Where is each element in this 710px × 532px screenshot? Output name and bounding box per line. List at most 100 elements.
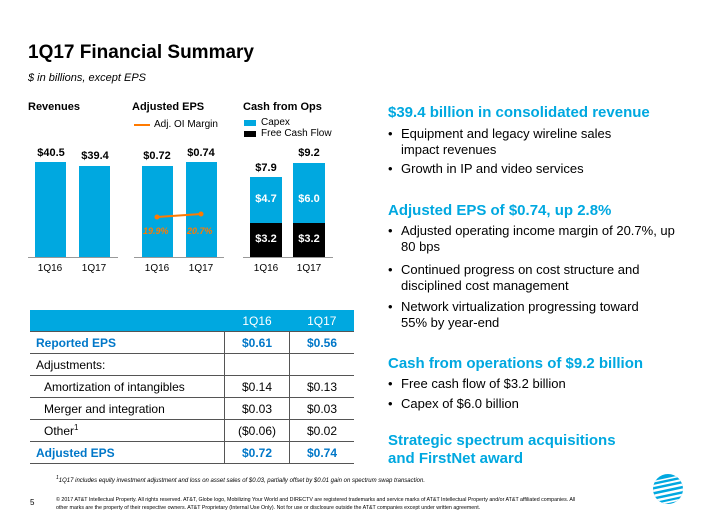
eps-chart-title: Adjusted EPS	[132, 101, 205, 113]
cash-capex-label: $4.7	[255, 193, 277, 205]
bullet-item: • Growth in IP and video services	[388, 161, 688, 177]
revenues-bar-label: $39.4	[81, 150, 109, 162]
table-cell	[289, 353, 354, 376]
bullet-text: Capex of $6.0 billion	[401, 396, 519, 411]
bullet-icon: •	[388, 299, 393, 314]
bullet-icon: •	[388, 376, 393, 391]
revenues-bar-label: $40.5	[37, 147, 65, 159]
table-cell: $0.02	[289, 419, 354, 442]
bullet-text: Free cash flow of $3.2 billion	[401, 376, 566, 391]
table-cell: $0.14	[224, 375, 290, 398]
highlight-heading-spectrum-line2: and FirstNet award	[388, 450, 524, 467]
cash-legend-capex-swatch	[244, 120, 256, 126]
eps-bar	[142, 166, 173, 257]
revenues-axis	[28, 257, 118, 258]
table-row-label: Other	[44, 424, 75, 438]
bullet-item: • Free cash flow of $3.2 billion	[388, 376, 688, 392]
cash-fcf-label: $3.2	[298, 233, 320, 245]
page-subtitle: $ in billions, except EPS	[28, 72, 147, 84]
table-cell: $0.61	[224, 331, 290, 354]
footnote-marker: 1	[74, 423, 79, 432]
table-row-label: Merger and integration	[30, 397, 225, 420]
eps-margin-label: 20.7%	[187, 226, 213, 236]
cash-legend-capex-label: Capex	[261, 117, 290, 128]
revenues-bar	[35, 162, 66, 257]
bullet-text: Equipment and legacy wireline sales impa…	[401, 126, 612, 157]
highlight-heading-cash: Cash from operations of $9.2 billion	[388, 355, 644, 372]
cash-fcf-label: $3.2	[255, 233, 277, 245]
table-header-cell: 1Q17	[289, 310, 354, 332]
footnote: 11Q17 includes equity investment adjustm…	[56, 475, 425, 484]
table-cell: $0.03	[224, 397, 290, 420]
cash-total-label: $9.2	[298, 147, 320, 159]
bullet-icon: •	[388, 161, 393, 176]
cash-x-tick: 1Q17	[296, 263, 322, 274]
cash-legend-fcf-label: Free Cash Flow	[261, 128, 332, 139]
table-header-cell	[30, 310, 225, 332]
eps-reconciliation-table: 1Q16 1Q17 Reported EPS $0.61 $0.56 Adjus…	[30, 310, 354, 464]
table-row: Adjustments:	[30, 353, 354, 376]
eps-margin-line	[154, 211, 204, 220]
eps-x-tick: 1Q17	[188, 263, 214, 274]
bullet-icon: •	[388, 126, 393, 141]
table-row-label: Amortization of intangibles	[30, 375, 225, 398]
bullet-icon: •	[388, 396, 393, 411]
cash-total-label: $7.9	[255, 162, 277, 174]
bullet-item: • Network virtualization progressing towa…	[388, 299, 668, 331]
att-globe-logo-icon	[653, 474, 683, 504]
cash-legend-fcf-swatch	[244, 131, 256, 137]
table-cell: $0.72	[224, 441, 290, 464]
footnote-text: 1Q17 includes equity investment adjustme…	[58, 478, 425, 484]
cash-capex-bar	[250, 177, 282, 223]
cash-axis	[243, 257, 333, 258]
legal-disclaimer: © 2017 AT&T Intellectual Property. All r…	[56, 497, 576, 511]
eps-bar-label: $0.72	[143, 150, 171, 162]
eps-axis	[134, 257, 224, 258]
cash-chart-title: Cash from Ops	[243, 101, 322, 113]
eps-bar	[186, 162, 217, 257]
table-header-row: 1Q16 1Q17	[30, 310, 354, 332]
highlight-heading-revenue: $39.4 billion in consolidated revenue	[388, 104, 650, 121]
bullet-icon: •	[388, 262, 393, 277]
table-cell	[224, 353, 290, 376]
bullet-icon: •	[388, 223, 393, 238]
eps-x-tick: 1Q16	[144, 263, 170, 274]
highlight-heading-spectrum: Strategic spectrum acquisitions	[388, 432, 616, 449]
table-row: Other1 ($0.06) $0.02	[30, 419, 354, 442]
revenues-x-tick: 1Q16	[37, 263, 63, 274]
table-cell: $0.13	[289, 375, 354, 398]
bullet-text: Growth in IP and video services	[401, 161, 584, 176]
table-row: Reported EPS $0.61 $0.56	[30, 331, 354, 354]
table-row-label: Adjusted EPS	[30, 441, 225, 464]
cash-fcf-bar	[293, 223, 325, 257]
table-row-label-cell: Other1	[30, 419, 225, 442]
bullet-item: • Adjusted operating income margin of 20.…	[388, 223, 678, 255]
table-row-label: Adjustments:	[30, 353, 225, 376]
bullet-text: Continued progress on cost structure and…	[401, 262, 640, 293]
page-title: 1Q17 Financial Summary	[28, 42, 254, 63]
bullet-item: • Continued progress on cost structure an…	[388, 262, 683, 294]
revenues-x-tick: 1Q17	[81, 263, 107, 274]
revenues-chart-title: Revenues	[28, 101, 80, 113]
cash-capex-label: $6.0	[298, 193, 320, 205]
eps-legend-label: Adj. OI Margin	[154, 119, 218, 130]
cash-x-tick: 1Q16	[253, 263, 279, 274]
revenues-bar	[79, 166, 110, 257]
eps-bar-label: $0.74	[187, 147, 215, 159]
table-row: Merger and integration $0.03 $0.03	[30, 397, 354, 420]
table-cell: $0.74	[289, 441, 354, 464]
cash-capex-bar	[293, 163, 325, 223]
table-row: Adjusted EPS $0.72 $0.74	[30, 441, 354, 464]
highlight-heading-eps: Adjusted EPS of $0.74, up 2.8%	[388, 202, 612, 219]
table-cell: $0.03	[289, 397, 354, 420]
table-header-cell: 1Q16	[224, 310, 290, 332]
eps-margin-label: 19.9%	[143, 226, 169, 236]
bullet-text: Adjusted operating income margin of 20.7…	[401, 223, 675, 254]
footnote-marker: 1	[56, 475, 59, 481]
bullet-text: Network virtualization progressing towar…	[401, 299, 639, 330]
cash-fcf-bar	[250, 223, 282, 257]
table-cell: ($0.06)	[224, 419, 290, 442]
page-number: 5	[30, 498, 35, 507]
table-row: Amortization of intangibles $0.14 $0.13	[30, 375, 354, 398]
table-cell: $0.56	[289, 331, 354, 354]
